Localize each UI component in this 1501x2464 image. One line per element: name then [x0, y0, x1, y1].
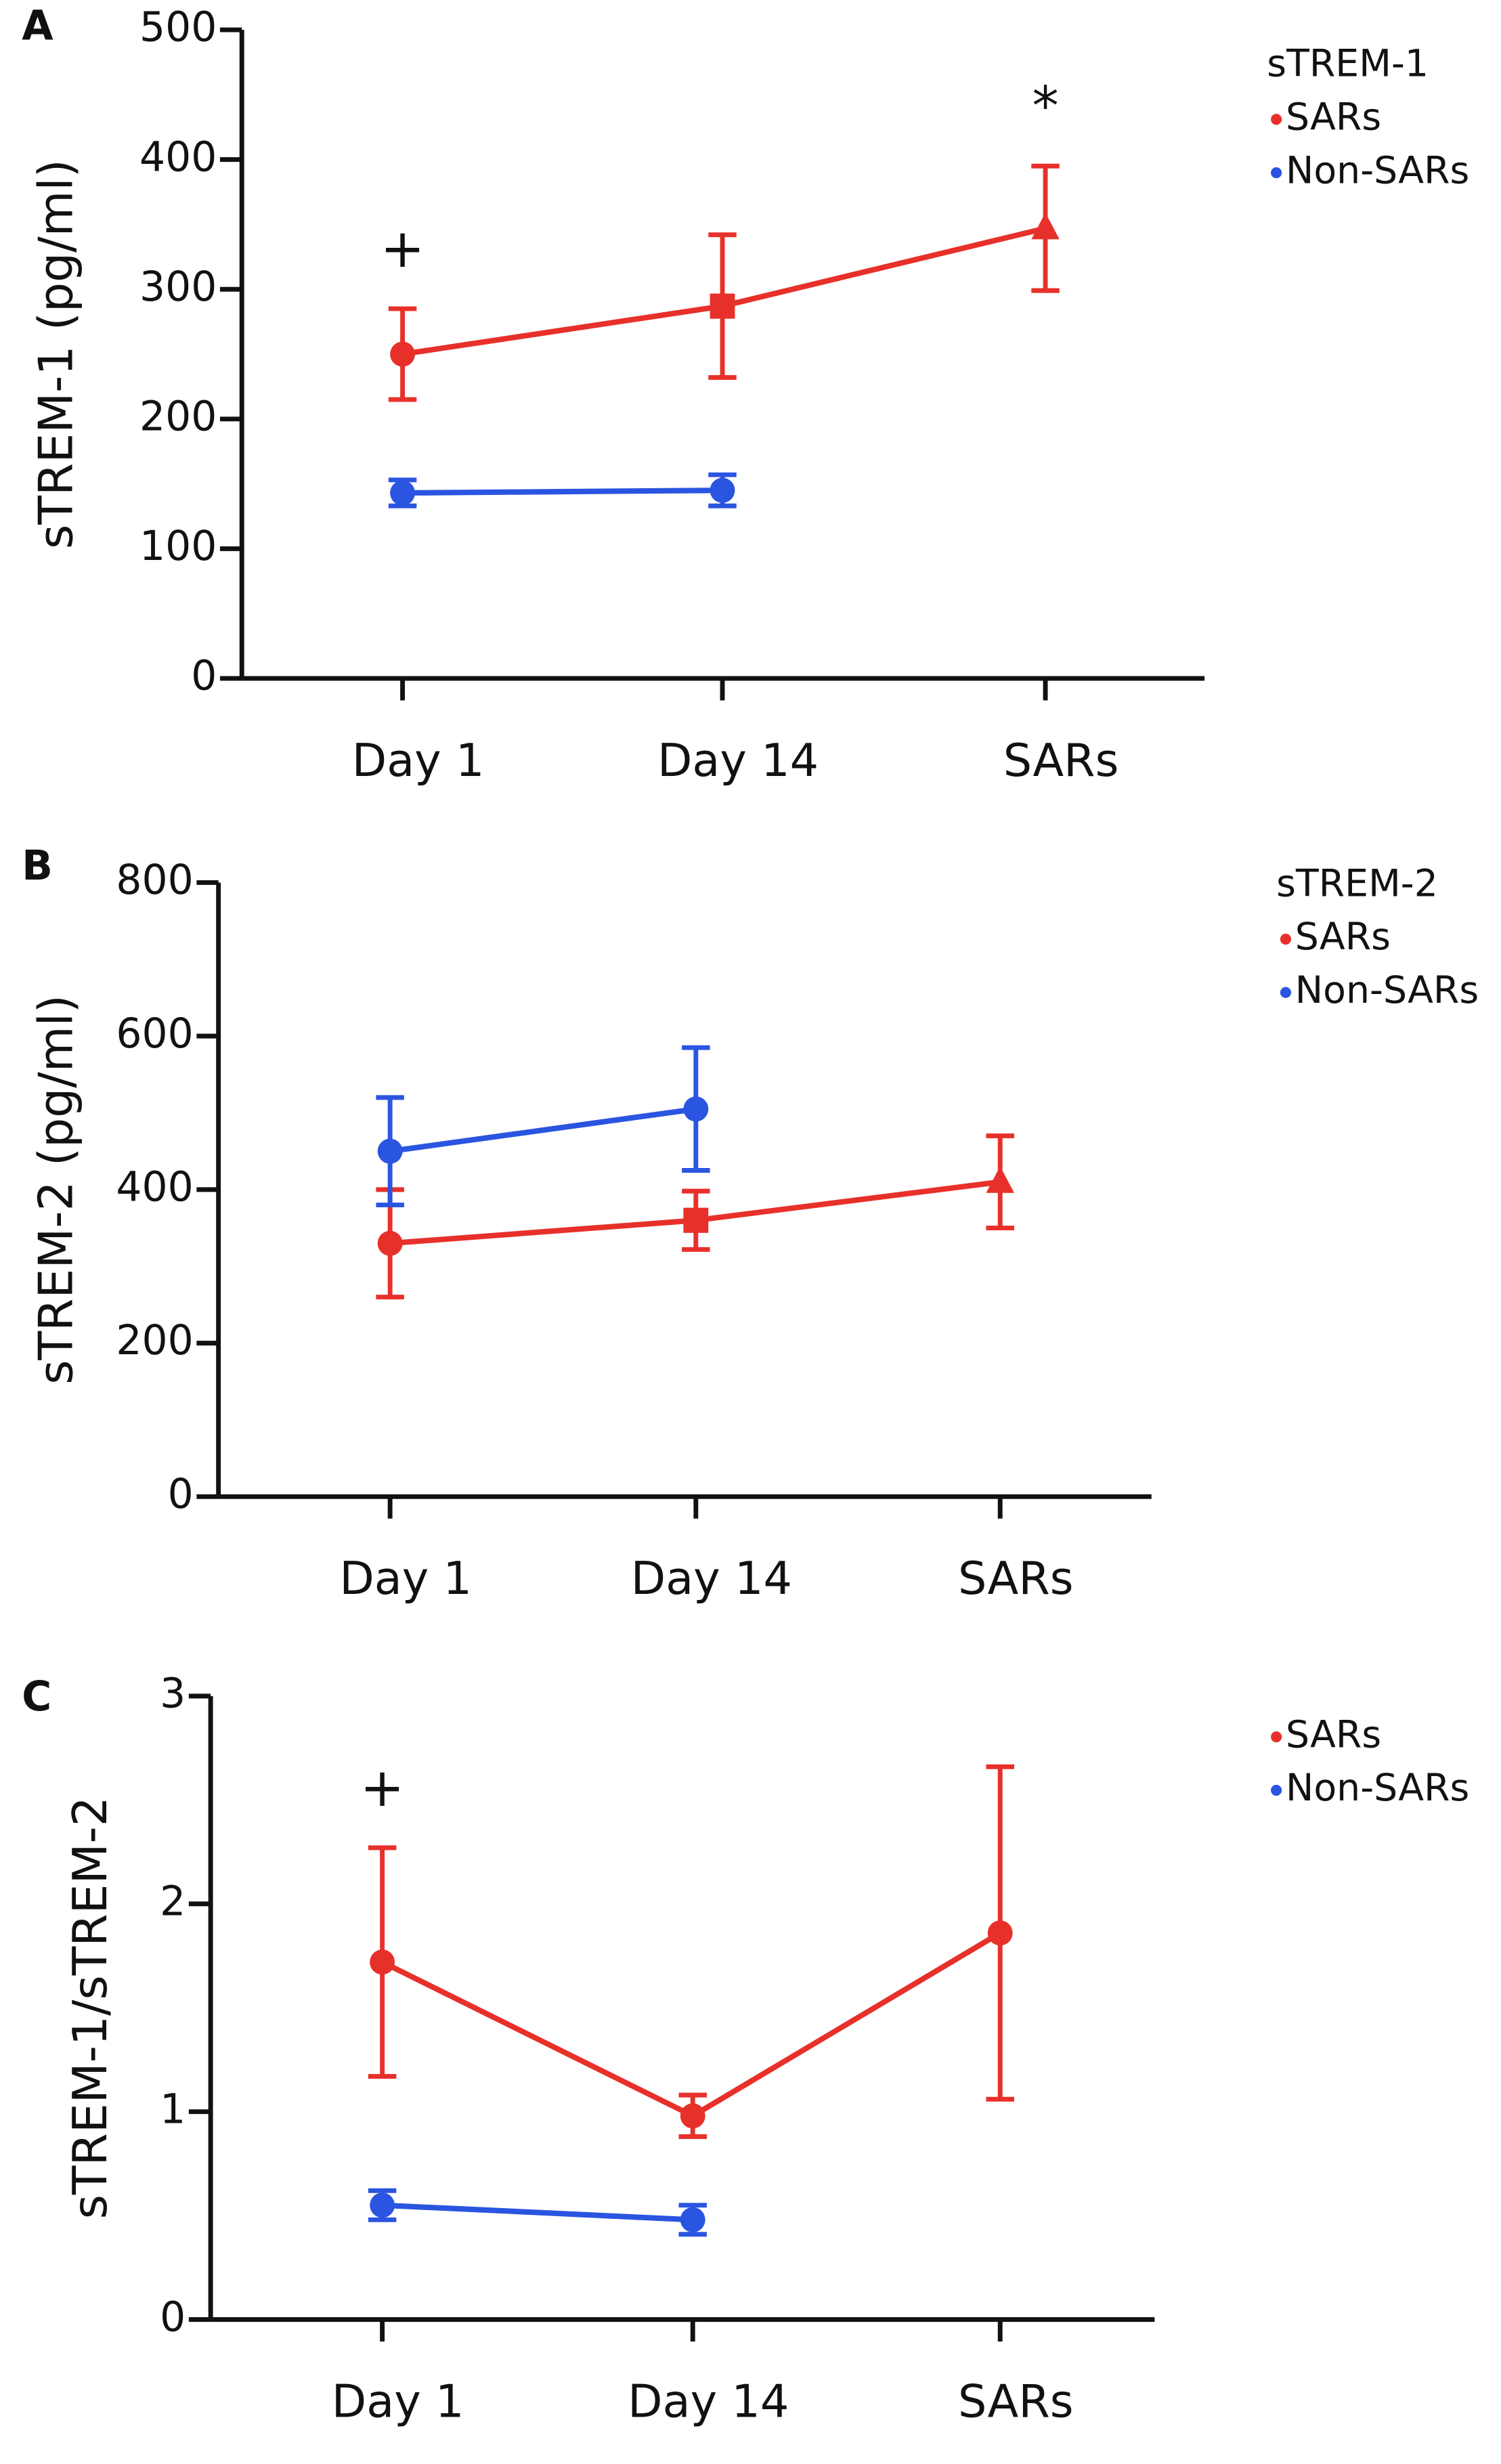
marker: [370, 1949, 395, 1975]
x-tick-label: SARs: [1003, 734, 1119, 787]
y-tick-label: 0: [168, 1471, 194, 1518]
panel-label: A: [22, 2, 53, 49]
y-tick-label: 100: [139, 523, 217, 570]
y-tick-label: 3: [160, 1670, 186, 1717]
marker: [377, 1230, 403, 1256]
annotation: +: [380, 217, 425, 280]
marker: [377, 1138, 403, 1164]
legend-label: SARs: [1295, 915, 1391, 959]
annotation: *: [1032, 74, 1058, 137]
legend-label: Non-SARs: [1295, 969, 1479, 1012]
legend-label: SARs: [1286, 95, 1381, 139]
marker: [1031, 212, 1060, 240]
series-line: [380, 1930, 1002, 2119]
panel-label: B: [22, 842, 53, 890]
x-tick-label: Day 14: [657, 734, 819, 787]
x-tick-label: SARs: [958, 1552, 1074, 1605]
x-tick-label: Day 14: [631, 1552, 792, 1605]
marker: [683, 1207, 709, 1233]
y-tick-label: 600: [116, 1010, 193, 1058]
y-tick-label: 500: [139, 4, 217, 51]
marker: [710, 477, 735, 503]
y-tick-label: 400: [116, 1163, 193, 1211]
x-tick-label: Day 1: [352, 734, 485, 787]
legend-label: Non-SARs: [1286, 1767, 1469, 1810]
legend-label: SARs: [1286, 1713, 1381, 1756]
series-line: [382, 2202, 693, 2223]
annotation: +: [360, 1756, 405, 1819]
legend-swatch: [1271, 1784, 1282, 1796]
marker: [986, 1166, 1014, 1193]
marker: [390, 480, 416, 506]
y-tick-label: 1: [160, 2085, 186, 2133]
y-tick-label: 0: [191, 652, 217, 699]
legend-swatch: [1271, 114, 1282, 125]
x-tick-label: Day 1: [339, 1552, 472, 1605]
y-tick-label: 200: [139, 393, 217, 440]
legend-label: Non-SARs: [1286, 149, 1469, 192]
legend-swatch: [1271, 1731, 1282, 1743]
series-line: [402, 488, 723, 496]
marker: [710, 293, 735, 319]
y-tick-label: 300: [139, 263, 217, 311]
panel-label: C: [22, 1673, 51, 1721]
marker: [683, 1096, 709, 1122]
marker: [680, 2207, 705, 2232]
x-tick-label: Day 14: [628, 2375, 789, 2427]
marker: [390, 341, 416, 367]
legend-swatch: [1280, 987, 1292, 998]
legend-swatch: [1280, 933, 1292, 945]
y-tick-label: 800: [116, 857, 193, 904]
y-tick-label: 400: [139, 133, 217, 181]
x-tick-label: Day 1: [332, 2375, 464, 2427]
y-axis-label: sTREM-1/sTREM-2: [64, 1796, 118, 2219]
marker: [370, 2192, 395, 2218]
marker: [680, 2103, 705, 2129]
y-tick-label: 200: [116, 1317, 193, 1364]
series-line: [389, 1106, 697, 1154]
marker: [987, 1920, 1013, 1946]
y-axis-label: sTREM-2 (pg/ml): [30, 995, 84, 1385]
x-tick-label: SARs: [958, 2375, 1074, 2427]
legend-title: sTREM-1: [1267, 42, 1429, 85]
y-tick-label: 2: [160, 1878, 186, 1925]
legend-swatch: [1271, 167, 1282, 179]
legend-title: sTREM-2: [1276, 862, 1438, 905]
y-tick-label: 0: [160, 2293, 186, 2341]
y-axis-label: sTREM-1 (pg/ml): [30, 159, 84, 549]
